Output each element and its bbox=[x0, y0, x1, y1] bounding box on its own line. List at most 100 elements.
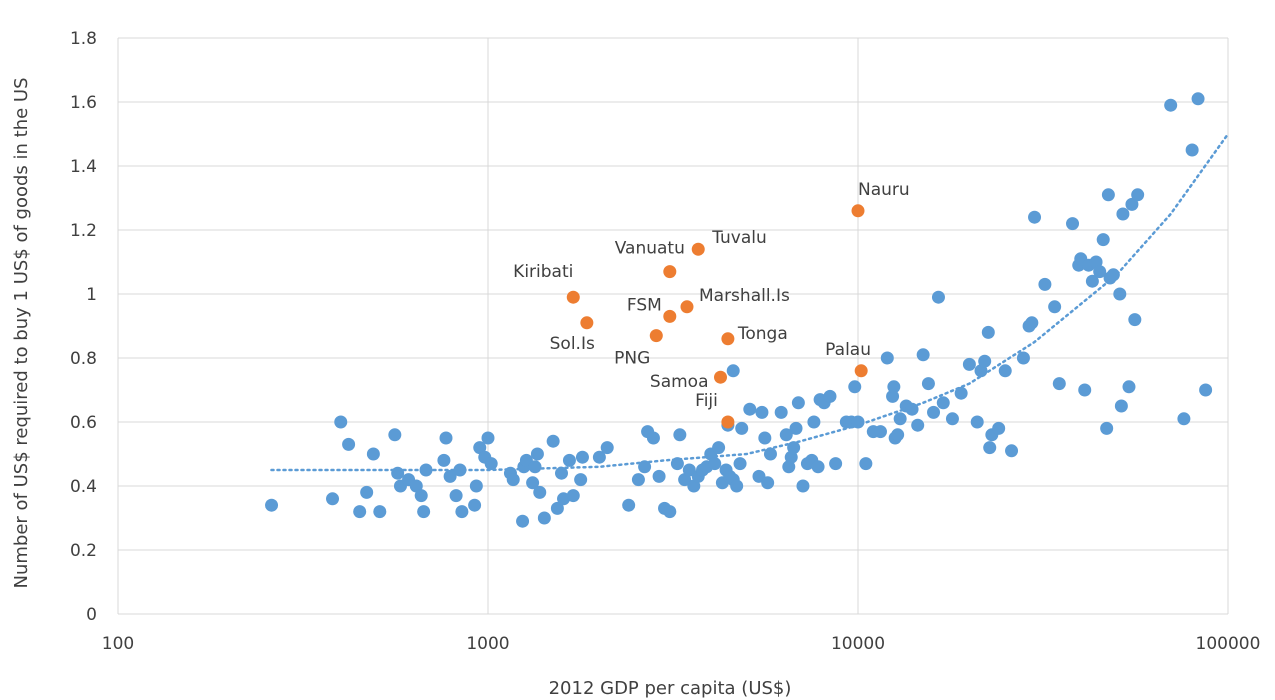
pacific-point bbox=[649, 329, 663, 343]
country-point bbox=[823, 389, 837, 403]
country-point bbox=[391, 466, 405, 480]
country-point bbox=[887, 380, 901, 394]
country-point bbox=[409, 479, 423, 493]
country-point bbox=[1005, 444, 1019, 458]
country-point bbox=[562, 453, 576, 467]
country-point bbox=[807, 415, 821, 429]
country-point bbox=[417, 505, 431, 519]
country-point bbox=[927, 405, 941, 419]
country-point bbox=[811, 460, 825, 474]
country-point bbox=[1116, 207, 1130, 221]
country-point bbox=[1085, 274, 1099, 288]
country-point bbox=[735, 421, 749, 435]
y-tick-label: 0.2 bbox=[70, 541, 97, 561]
country-point bbox=[743, 402, 757, 416]
country-point bbox=[439, 431, 453, 445]
y-tick-label: 1.4 bbox=[70, 157, 97, 177]
country-point bbox=[970, 415, 984, 429]
country-point bbox=[530, 447, 544, 461]
country-point bbox=[265, 498, 279, 512]
country-point bbox=[761, 476, 775, 490]
y-tick-label: 1 bbox=[86, 285, 97, 305]
country-point bbox=[1125, 197, 1139, 211]
country-point bbox=[893, 412, 907, 426]
country-point bbox=[600, 441, 614, 455]
pacific-point bbox=[854, 364, 868, 378]
country-point bbox=[726, 364, 740, 378]
point-label: Tonga bbox=[737, 324, 788, 344]
country-point bbox=[1025, 316, 1039, 330]
x-tick-label: 100 bbox=[102, 634, 134, 654]
pacific-point bbox=[680, 300, 694, 314]
country-point bbox=[758, 431, 772, 445]
country-point bbox=[859, 457, 873, 471]
country-point bbox=[779, 428, 793, 442]
country-point bbox=[981, 325, 995, 339]
country-point bbox=[574, 473, 588, 487]
country-point bbox=[789, 421, 803, 435]
point-label: FSM bbox=[627, 295, 662, 315]
country-point bbox=[419, 463, 433, 477]
country-point bbox=[1096, 233, 1110, 247]
country-point bbox=[468, 498, 482, 512]
country-point bbox=[911, 418, 925, 432]
country-point bbox=[1093, 265, 1107, 279]
country-point bbox=[473, 441, 487, 455]
country-point bbox=[334, 415, 348, 429]
pacific-point bbox=[691, 242, 705, 256]
country-point bbox=[575, 450, 589, 464]
country-point bbox=[829, 457, 843, 471]
country-point bbox=[546, 434, 560, 448]
pacific-point bbox=[663, 309, 677, 323]
gridlines bbox=[117, 37, 1229, 615]
country-point bbox=[1028, 210, 1042, 224]
country-point bbox=[550, 501, 564, 515]
country-point bbox=[1078, 383, 1092, 397]
country-point bbox=[880, 351, 894, 365]
country-point bbox=[978, 354, 992, 368]
country-point bbox=[622, 498, 636, 512]
pacific-points bbox=[566, 204, 868, 429]
country-point bbox=[1199, 383, 1213, 397]
country-point bbox=[326, 492, 340, 506]
country-point bbox=[592, 450, 606, 464]
country-point bbox=[886, 389, 900, 403]
country-point bbox=[646, 431, 660, 445]
country-point bbox=[566, 489, 580, 503]
y-tick-label: 0.4 bbox=[70, 477, 97, 497]
country-point bbox=[1106, 268, 1120, 282]
country-point bbox=[1048, 300, 1062, 314]
country-point bbox=[663, 505, 677, 519]
country-point bbox=[755, 405, 769, 419]
country-point bbox=[848, 380, 862, 394]
pacific-point bbox=[721, 332, 735, 346]
point-labels: Nauru Tuvalu Vanuatu Kiribati Marshall.Is FSM… bbox=[513, 180, 910, 411]
pacific-point bbox=[851, 204, 865, 218]
country-point bbox=[873, 425, 887, 439]
point-label: Tuvalu bbox=[711, 228, 767, 248]
y-tick-label: 0.6 bbox=[70, 413, 97, 433]
country-point bbox=[437, 453, 451, 467]
y-tick-label: 0 bbox=[86, 605, 97, 625]
country-point bbox=[443, 469, 457, 483]
country-point bbox=[533, 485, 547, 499]
point-label: Palau bbox=[825, 340, 871, 360]
country-point bbox=[962, 357, 976, 371]
country-point bbox=[360, 485, 374, 499]
pacific-point bbox=[663, 265, 677, 279]
country-point bbox=[1066, 217, 1080, 231]
country-point bbox=[1113, 287, 1127, 301]
pacific-point bbox=[580, 316, 594, 330]
country-point bbox=[353, 505, 367, 519]
country-point bbox=[506, 473, 520, 487]
y-tick-labels: 0 0.2 0.4 0.6 0.8 1 1.2 1.4 1.6 1.8 bbox=[70, 29, 97, 625]
country-point bbox=[983, 441, 997, 455]
pacific-point bbox=[566, 290, 580, 304]
country-point bbox=[891, 428, 905, 442]
y-tick-label: 1.2 bbox=[70, 221, 97, 241]
point-label: Nauru bbox=[858, 180, 910, 200]
point-label: Kiribati bbox=[513, 262, 573, 282]
x-tick-label: 1000 bbox=[466, 634, 509, 654]
point-label: Fiji bbox=[695, 391, 718, 411]
country-point bbox=[388, 428, 402, 442]
